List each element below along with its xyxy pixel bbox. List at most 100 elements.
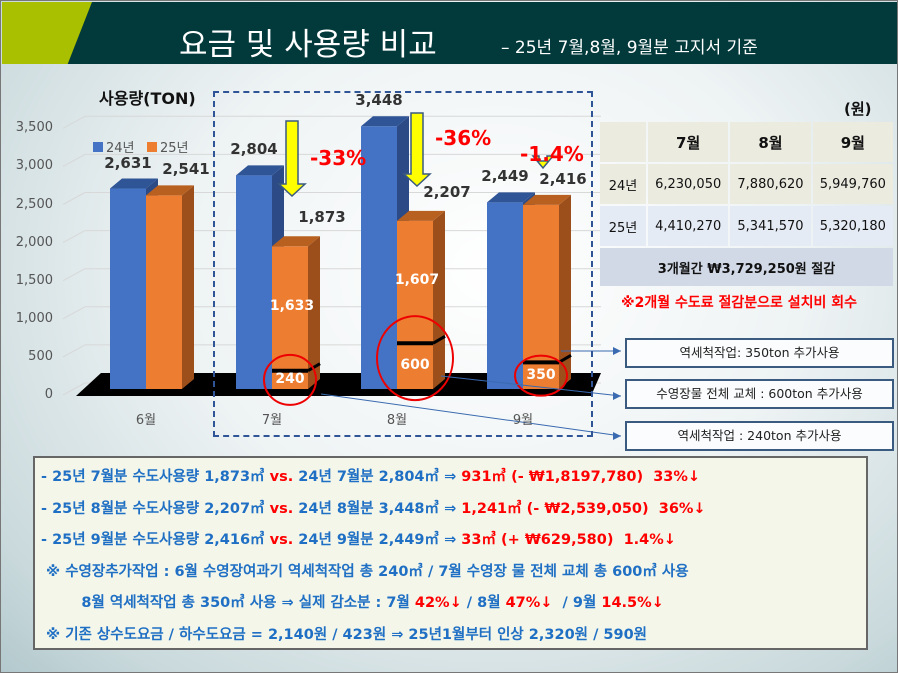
summary-text: - 25년 7월분 수도사용량 1,873㎥ — [41, 469, 270, 485]
bar-25 — [272, 246, 308, 389]
summary-line: 8월 역세척작업 총 350㎥ 사용 ⇒ 실제 감소분 : 7월 42%↓ / … — [41, 588, 866, 620]
table-cell: 5,949,760 — [812, 164, 893, 204]
summary-text: 42%↓ — [414, 595, 462, 611]
page-subtitle: – 25년 7월,8월, 9월분 고지서 기준 — [501, 38, 758, 58]
segment-marker-depth — [307, 362, 321, 373]
data-label-24: 2,804 — [230, 140, 278, 159]
y-tick-label: 0 — [44, 387, 53, 402]
bar-25-top — [146, 185, 194, 196]
down-arrow-icon — [277, 120, 307, 198]
summary-text: vs. — [269, 469, 294, 485]
callout-600: 수영장물 전체 교체 : 600ton 추가사용 — [625, 379, 894, 409]
summary-line: ※ 수영장추가작업 : 6월 수영장여과기 역세척작업 총 240㎥ / 7월 … — [41, 557, 866, 589]
bar-25-side — [559, 194, 571, 389]
bar-24-top — [236, 165, 284, 176]
gridline-depth — [62, 153, 86, 167]
gridline-depth — [62, 192, 86, 205]
arrowhead-icon — [613, 392, 621, 400]
summary-text: - 25년 9월분 수도사용량 2,416㎥ — [41, 532, 270, 548]
gridline-depth — [62, 115, 86, 129]
y-tick-label: 2,000 — [15, 234, 53, 250]
summary-line: - 25년 8월분 수도사용량 2,207㎥ vs. 24년 8월분 3,448… — [41, 494, 866, 526]
bar-25-top — [397, 210, 445, 221]
gridline-depth — [62, 382, 86, 396]
bar-24 — [110, 188, 146, 389]
table-header-row: 7월 8월 9월 — [600, 122, 893, 162]
bar-24-top — [361, 116, 409, 127]
change-label: -36% — [435, 126, 492, 150]
summary-text: 14.5%↓ — [601, 595, 664, 611]
x-tick-label: 8월 — [386, 413, 408, 428]
table-row: 24년 6,230,050 7,880,620 5,949,760 — [600, 164, 893, 204]
row-label: 25년 — [600, 206, 646, 246]
bar-25 — [397, 220, 433, 389]
table-cell: 4,410,270 — [648, 206, 729, 246]
summary-text: 24년 8월분 3,448㎥ ⇒ — [293, 500, 462, 517]
table-unit: (원) — [844, 100, 872, 118]
y-axis-label: 사용량(TON) — [99, 89, 196, 108]
summary-text: 47%↓ — [505, 595, 553, 611]
summary-line: ※ 기존 상수도요금 / 하수도요금 = 2,140원 / 423원 ⇒ 25년… — [41, 620, 866, 652]
y-tick-label: 500 — [28, 348, 53, 364]
arrowhead-icon — [613, 347, 621, 355]
bar-24-top — [487, 192, 535, 203]
arrowhead-icon — [613, 432, 621, 440]
bar-25-side — [308, 236, 320, 389]
bar-24-top — [110, 178, 158, 189]
highlight-circle — [376, 315, 454, 402]
segment-label: 240 — [275, 370, 305, 387]
y-tick-label: 1,000 — [15, 310, 53, 326]
data-label-25: 2,416 — [539, 169, 587, 188]
callout-350: 역세척작업: 350ton 추가사용 — [625, 338, 894, 368]
bar-24 — [487, 202, 523, 389]
table-header — [600, 122, 646, 162]
legend-item-25: 25년 — [147, 137, 189, 156]
bar-25-side — [433, 210, 445, 389]
summary-text: 931㎥ (- ₩1,8197,780) 33%↓ — [461, 469, 701, 485]
row-label: 24년 — [600, 164, 646, 204]
y-tick-label: 2,500 — [15, 196, 53, 212]
bar-25-side — [182, 185, 194, 389]
x-tick-label: 6월 — [135, 413, 157, 428]
bar-25-top — [272, 236, 320, 247]
summary-text: 24년 9월분 2,449㎥ ⇒ — [293, 532, 462, 548]
data-label-24: 2,449 — [481, 167, 529, 186]
total-savings: 3개월간 ₩3,729,250원 절감 — [600, 248, 893, 286]
segment-marker-depth — [432, 334, 446, 345]
x-tick-label: 9월 — [512, 413, 534, 428]
summary-text: ※ 수영장추가작업 : 6월 수영장여과기 역세척작업 총 240㎥ / 7월 … — [41, 563, 689, 580]
payback-note: ※2개월 수도료 절감분으로 설치비 회수 — [621, 295, 858, 311]
summary-text: 1,241㎥ (- ₩2,539,050) 36%↓ — [461, 500, 706, 517]
table-header: 7월 — [648, 122, 729, 162]
gridline-depth — [62, 268, 86, 282]
table-row: 25년 4,410,270 5,341,570 5,320,180 — [600, 206, 893, 246]
table-cell: 7,880,620 — [730, 164, 811, 204]
y-tick-label: 3,500 — [15, 120, 53, 136]
bar-24 — [236, 175, 272, 389]
summary-text: - 25년 8월분 수도사용량 2,207㎥ — [41, 500, 270, 517]
data-label-25: 2,541 — [162, 160, 210, 179]
down-arrow-icon — [402, 112, 432, 188]
callout-240: 역세척작업 : 240ton 추가사용 — [625, 421, 894, 451]
summary-line: - 25년 9월분 수도사용량 2,416㎥ vs. 24년 9월분 2,449… — [41, 525, 866, 557]
connector-line — [320, 393, 622, 437]
data-label-24: 2,631 — [104, 153, 152, 172]
highlight-box — [213, 91, 593, 437]
summary-text: / 8월 — [461, 595, 506, 611]
change-label: -1.4% — [520, 142, 584, 166]
x-tick-label: 7월 — [261, 413, 283, 428]
data-label-25: 1,873 — [298, 208, 346, 227]
remainder-label: 1,607 — [394, 272, 440, 289]
fee-table: 7월 8월 9월 24년 6,230,050 7,880,620 5,949,7… — [598, 120, 895, 288]
bar-25-top — [523, 194, 571, 205]
data-label-24: 3,448 — [355, 91, 403, 110]
segment-label: 350 — [526, 366, 556, 383]
summary-text: 33㎥ (+ ₩629,580) 1.4%↓ — [461, 532, 676, 548]
table-total-row: 3개월간 ₩3,729,250원 절감 — [600, 248, 893, 286]
table-header: 8월 — [730, 122, 811, 162]
summary-line: - 25년 7월분 수도사용량 1,873㎥ vs. 24년 7월분 2,804… — [41, 462, 866, 494]
table-header: 9월 — [812, 122, 893, 162]
summary-text: 8월 역세척작업 총 350㎥ 사용 ⇒ 실제 감소분 : 7월 — [41, 595, 415, 611]
